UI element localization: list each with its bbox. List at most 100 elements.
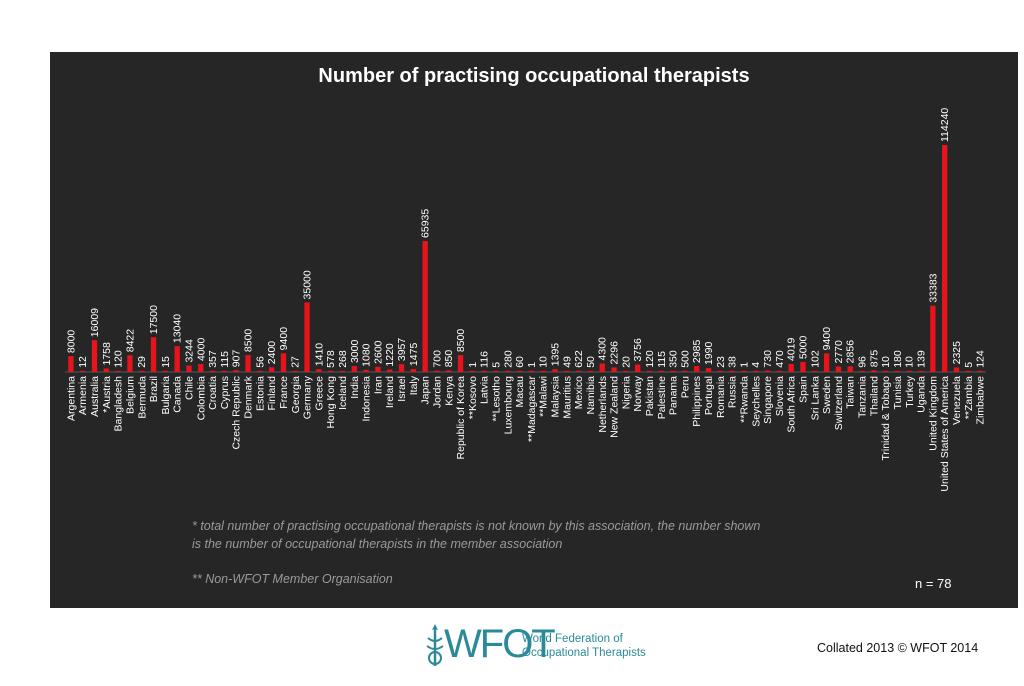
value-label-armenia: 12 <box>77 356 89 368</box>
category-label-sri-lanka: Sri Lanka <box>809 376 821 421</box>
category-label-austria: *Austria <box>101 376 113 413</box>
bar-kenya <box>446 370 452 372</box>
value-label-finland: 2400 <box>266 341 278 365</box>
category-label-brazil: Brazil <box>148 376 160 402</box>
footnote-double-asterisk: ** Non-WFOT Member Organisation <box>192 572 393 586</box>
copyright-note: Collated 2013 © WFOT 2014 <box>817 641 979 655</box>
bar-austria <box>103 368 109 372</box>
category-label-pakistan: Pakistan <box>644 376 656 416</box>
value-label-new-zealand: 2296 <box>609 341 621 365</box>
category-label-south-africa: South Africa <box>786 376 798 433</box>
category-label-bermuda: Bermuda <box>136 376 148 419</box>
category-label-republic-of-korea: Republic of Korea <box>455 376 467 460</box>
bar-malawi <box>540 370 546 372</box>
value-label-portugal: 1990 <box>703 342 715 366</box>
category-label-lesotho: **Lesotho <box>490 376 502 422</box>
category-label-zimbabwe: Zimbabwe <box>975 376 987 425</box>
logo-tagline: World Federation of Occupational Therapi… <box>522 632 646 660</box>
value-label-estonia: 56 <box>254 356 266 368</box>
category-label-jordan: Jordan <box>431 376 443 408</box>
value-label-thailand: 875 <box>868 350 880 368</box>
value-label-sri-lanka: 102 <box>809 350 821 368</box>
category-label-denmark: Denmark <box>243 375 255 418</box>
category-label-turkey: Turkey <box>904 375 916 407</box>
bar-philippines <box>694 366 700 372</box>
bar-germany <box>304 302 310 372</box>
bar-japan <box>422 240 428 372</box>
value-label-macau: 60 <box>514 356 526 368</box>
value-label-trinidad-tobago: 10 <box>880 356 892 368</box>
category-label-israel: Israel <box>396 376 408 402</box>
value-label-denmark: 8500 <box>243 329 255 353</box>
value-label-tanzania: 96 <box>857 356 869 368</box>
category-label-venezuela: Venezuela <box>951 376 963 425</box>
category-label-indonesia: Indonesia <box>361 376 373 422</box>
category-label-rwanda: **Rwanda <box>738 376 750 423</box>
bar-iran <box>375 366 381 372</box>
category-label-czech-republic: Czech Republic <box>231 376 243 450</box>
value-label-israel: 3957 <box>396 338 408 362</box>
footnote-asterisk-line1: * total number of practising occupationa… <box>192 519 761 533</box>
bar-iceland <box>339 370 346 372</box>
bar-zambia <box>965 370 971 372</box>
bar-malaysia <box>552 369 558 372</box>
value-label-cyprus: 115 <box>219 351 231 368</box>
category-label-mauritius: Mauritius <box>561 376 573 419</box>
sample-size: n = 78 <box>915 576 952 591</box>
bar-tunisia <box>894 370 901 372</box>
bar-russia <box>729 370 735 372</box>
bar-armenia <box>80 370 86 372</box>
logo-tagline-line2: Occupational Therapists <box>522 647 646 659</box>
category-label-india: India <box>349 376 361 399</box>
value-label-switzerland: 2770 <box>833 340 845 364</box>
bar-croatia <box>209 370 216 372</box>
bar-spain <box>800 362 806 372</box>
value-label-lesotho: 5 <box>490 362 502 368</box>
value-label-zimbabwe: 124 <box>975 350 987 368</box>
value-label-malawi: 10 <box>538 356 550 368</box>
category-label-thailand: Thailand <box>868 376 880 416</box>
bar-turkey <box>906 370 912 372</box>
category-labels-group: Argentina Armenia Australia *Austria Banglad… <box>65 375 986 491</box>
category-label-namibia: Namibia <box>585 376 597 415</box>
bar-venezuela <box>953 367 960 372</box>
bar-pakistan <box>646 370 653 372</box>
bar-rwanda <box>741 370 747 372</box>
value-label-colombia: 4000 <box>195 338 207 362</box>
bar-colombia <box>198 364 204 372</box>
category-label-nigeria: Nigeria <box>620 376 632 409</box>
category-label-iran: Iran <box>372 376 384 394</box>
bars-group <box>68 145 983 372</box>
value-label-tunisia: 180 <box>892 350 904 368</box>
bar-singapore <box>764 370 771 372</box>
value-label-argentina: 8000 <box>65 330 77 354</box>
value-label-mauritius: 49 <box>561 356 573 368</box>
value-label-japan: 65935 <box>420 209 432 238</box>
value-label-singapore: 730 <box>762 350 774 368</box>
bar-greece <box>316 369 322 372</box>
value-label-russia: 38 <box>727 356 739 368</box>
category-label-croatia: Croatia <box>207 376 219 410</box>
bar-france <box>280 353 287 372</box>
value-label-germany: 35000 <box>302 270 314 299</box>
category-label-united-states-of-america: United States of America <box>939 376 951 492</box>
bar-indonesia <box>363 369 369 372</box>
value-label-canada: 13040 <box>172 314 184 343</box>
value-label-slovenia: 470 <box>774 350 786 368</box>
bar-macau <box>516 370 523 372</box>
category-label-netherlands: Netherlands <box>597 376 609 433</box>
category-label-japan: Japan <box>420 376 432 405</box>
value-label-ireland: 1220 <box>384 343 396 367</box>
value-label-luxembourg: 280 <box>502 350 514 368</box>
bar-seychelles <box>753 370 759 372</box>
category-label-philippines: Philippines <box>691 376 703 427</box>
value-label-romania: 23 <box>715 356 727 368</box>
bar-canada <box>174 346 180 372</box>
category-label-bulgaria: Bulgaria <box>160 376 172 415</box>
bar-italy <box>410 369 416 372</box>
value-label-czech-republic: 907 <box>231 350 243 368</box>
bar-bangladesh <box>115 370 121 372</box>
bar-mexico <box>575 370 582 372</box>
category-label-spain: Spain <box>797 376 809 403</box>
